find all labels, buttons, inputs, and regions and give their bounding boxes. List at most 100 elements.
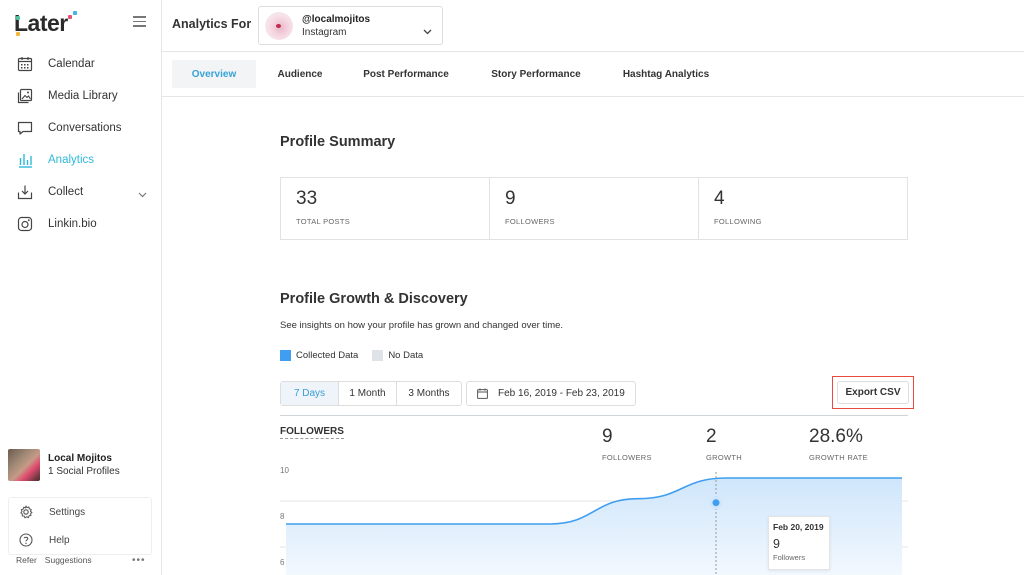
- conversations-icon: [16, 119, 34, 137]
- date-range-text: Feb 16, 2019 - Feb 23, 2019: [498, 388, 625, 399]
- tab-audience[interactable]: Audience: [277, 68, 323, 80]
- tooltip-date: Feb 20, 2019: [773, 522, 824, 532]
- chart-legend: Collected Data No Data: [280, 350, 437, 361]
- metric-value: 9: [602, 426, 613, 447]
- suggestions-link[interactable]: Suggestions: [44, 555, 92, 565]
- summary-label: TOTAL POSTS: [296, 217, 351, 226]
- sidebar-item-collect[interactable]: Collect: [0, 176, 161, 208]
- top-header: Analytics For @localmojitos Instagram: [162, 0, 1024, 52]
- metric-value: 28.6%: [809, 426, 863, 447]
- range-7-days[interactable]: 7 Days: [281, 382, 339, 405]
- sidebar-item-label: Linkin.bio: [48, 218, 97, 230]
- tooltip-value: 9: [773, 537, 780, 551]
- legend-no-data: No Data: [372, 350, 423, 361]
- range-1-month[interactable]: 1 Month: [339, 382, 397, 405]
- menu-toggle-icon[interactable]: [133, 16, 146, 27]
- metric-label: GROWTH RATE: [809, 453, 868, 462]
- sidebar-item-label: Media Library: [48, 90, 118, 102]
- account-avatar: [265, 11, 293, 40]
- summary-total-posts: 33 TOTAL POSTS: [281, 178, 490, 239]
- collect-icon: [16, 183, 34, 201]
- summary-value: 9: [505, 188, 516, 209]
- profile-switcher[interactable]: Local Mojitos 1 Social Profiles: [8, 446, 158, 484]
- legend-label: No Data: [388, 350, 424, 361]
- series-line: [286, 477, 902, 525]
- logo-dot: [16, 32, 20, 36]
- sidebar-item-analytics[interactable]: Analytics: [0, 144, 161, 176]
- chevron-down-icon[interactable]: [138, 185, 147, 203]
- chevron-down-icon: [423, 22, 432, 40]
- followers-chart[interactable]: 10 8 6: [278, 464, 910, 575]
- calendar-icon: [16, 55, 34, 73]
- sidebar-nav: Calendar Media Library Conversations Ana…: [0, 48, 161, 240]
- help-label: Help: [49, 534, 70, 546]
- metric-growth: 2 GROWTH: [706, 426, 742, 462]
- series-area: [286, 478, 902, 575]
- export-highlight: Export CSV: [832, 376, 914, 409]
- highlight-point: [709, 496, 723, 510]
- logo-dot: [68, 15, 72, 19]
- summary-following: 4 FOLLOWING: [699, 178, 907, 239]
- settings-label: Settings: [49, 506, 86, 518]
- sidebar-item-conversations[interactable]: Conversations: [0, 112, 161, 144]
- analytics-icon: [16, 151, 34, 169]
- metric-growth-rate: 28.6% GROWTH RATE: [809, 426, 868, 462]
- metric-followers: 9 FOLLOWERS: [602, 426, 652, 462]
- tab-hashtag-analytics[interactable]: Hashtag Analytics: [622, 68, 710, 80]
- logo-dot: [73, 11, 77, 15]
- account-select[interactable]: @localmojitos Instagram: [258, 6, 443, 45]
- logo-text: Later: [14, 10, 68, 36]
- followers-section-title[interactable]: FOLLOWERS: [280, 426, 344, 439]
- tab-post-performance[interactable]: Post Performance: [363, 68, 449, 80]
- help-icon: [18, 532, 34, 548]
- logo-dot: [16, 16, 20, 20]
- legend-collected: Collected Data: [280, 350, 358, 361]
- account-platform: Instagram: [302, 26, 347, 38]
- tab-story-performance[interactable]: Story Performance: [491, 68, 581, 80]
- metric-label: GROWTH: [706, 453, 742, 462]
- date-range-toggle: 7 Days 1 Month 3 Months: [280, 381, 462, 406]
- summary-followers: 9 FOLLOWERS: [490, 178, 699, 239]
- date-range-picker[interactable]: Feb 16, 2019 - Feb 23, 2019: [466, 381, 636, 406]
- y-tick-label: 8: [280, 512, 285, 521]
- sidebar-item-label: Collect: [48, 186, 84, 198]
- metric-label: FOLLOWERS: [602, 453, 652, 462]
- profile-summary-card: 33 TOTAL POSTS 9 FOLLOWERS 4 FOLLOWING: [280, 177, 908, 240]
- growth-title: Profile Growth & Discovery: [280, 291, 468, 307]
- gear-icon: [18, 504, 34, 520]
- metric-value: 2: [706, 426, 717, 447]
- profile-count: 1 Social Profiles: [48, 466, 120, 477]
- calendar-icon: [477, 388, 488, 399]
- divider: [280, 415, 908, 416]
- later-logo[interactable]: Later: [14, 10, 77, 37]
- chart-tooltip: Feb 20, 2019 9 Followers: [768, 516, 830, 570]
- sidebar-item-label: Analytics: [48, 154, 95, 166]
- media-library-icon: [16, 87, 34, 105]
- tab-overview[interactable]: Overview: [172, 60, 256, 88]
- range-3-months[interactable]: 3 Months: [408, 388, 450, 399]
- sidebar-item-label: Conversations: [48, 122, 122, 134]
- sidebar-item-linkin-bio[interactable]: Linkin.bio: [0, 208, 161, 240]
- profile-name: Local Mojitos: [48, 453, 112, 464]
- refer-link[interactable]: Refer: [16, 555, 37, 565]
- profile-summary-title: Profile Summary: [280, 134, 396, 150]
- linkin-bio-icon: [16, 215, 34, 233]
- legend-swatch: [280, 350, 291, 361]
- sidebar-item-calendar[interactable]: Calendar: [0, 48, 161, 80]
- summary-label: FOLLOWING: [714, 217, 762, 226]
- legend-swatch: [372, 350, 384, 361]
- y-tick-label: 6: [280, 558, 285, 567]
- page-title: Analytics For: [172, 17, 252, 31]
- settings-link[interactable]: Settings: [9, 498, 151, 526]
- help-link[interactable]: Help: [9, 526, 151, 554]
- tooltip-label: Followers: [773, 553, 806, 562]
- summary-label: FOLLOWERS: [505, 217, 555, 226]
- sidebar: Later Calendar Media Library: [0, 0, 162, 575]
- y-tick-label: 10: [280, 466, 289, 475]
- sidebar-item-media-library[interactable]: Media Library: [0, 80, 161, 112]
- growth-description: See insights on how your profile has gro…: [280, 320, 564, 331]
- summary-value: 4: [714, 188, 725, 209]
- export-csv-button[interactable]: Export CSV: [837, 381, 909, 404]
- more-options-icon[interactable]: •••: [132, 555, 146, 566]
